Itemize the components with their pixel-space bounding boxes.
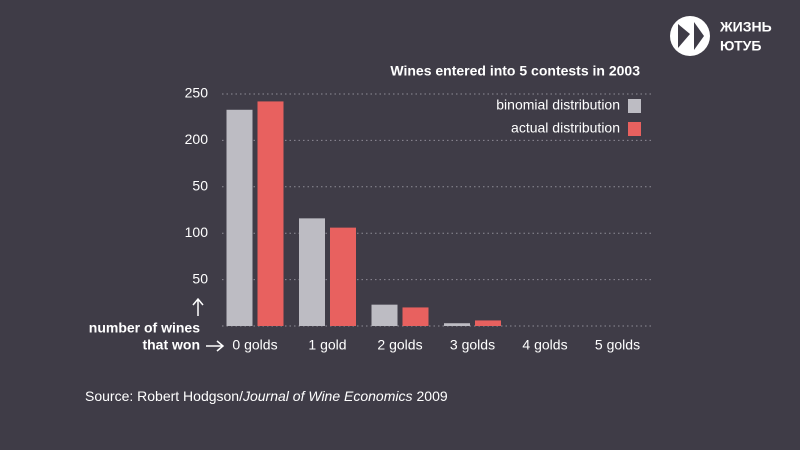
arrows: [192, 297, 225, 352]
source: Source: Robert Hodgson/Journal of Wine E…: [85, 388, 448, 404]
source-year: 2009: [417, 388, 448, 404]
x-tick-label: 1 gold: [308, 337, 346, 353]
x-tick-label: 5 golds: [595, 337, 640, 353]
x-tick-label: 4 golds: [522, 337, 567, 353]
y-tick-label: 50: [192, 270, 208, 286]
x-tick-label: 0 golds: [232, 337, 277, 353]
y-axis-label: number of wines: [89, 320, 200, 336]
y-tick-label: 200: [185, 131, 209, 147]
logo-text: ЖИЗНЬ: [719, 19, 772, 35]
y-tick-label: 50: [192, 178, 208, 194]
source-journal: Journal of Wine Economics: [242, 388, 413, 404]
logo: ЖИЗНЬ ЮТУБ: [670, 16, 772, 56]
bar: [371, 304, 398, 326]
legend-label: binomial distribution: [496, 97, 620, 113]
bar: [330, 227, 356, 326]
bar: [299, 218, 325, 326]
x-tick-label: 2 golds: [377, 337, 422, 353]
logo-icon-cut: [678, 22, 704, 50]
legend-label: actual distribution: [511, 120, 620, 136]
y-tick-label: 250: [185, 85, 209, 101]
bar: [475, 320, 501, 326]
chart-title: Wines entered into 5 contests in 2003: [390, 63, 640, 79]
right-arrow: [206, 340, 225, 352]
bar: [257, 101, 284, 326]
x-tick-label: 3 golds: [450, 337, 495, 353]
legend-swatch: [628, 99, 641, 113]
bar: [226, 109, 253, 326]
bar: [402, 307, 429, 326]
up-arrow: [192, 297, 204, 316]
source-prefix: Source: Robert Hodgson/: [85, 388, 243, 404]
logo-text: ЮТУБ: [720, 38, 761, 54]
legend-swatch: [628, 122, 641, 136]
bar: [444, 323, 470, 326]
y-axis-label: that won: [142, 337, 200, 353]
y-tick-label: 100: [185, 224, 209, 240]
